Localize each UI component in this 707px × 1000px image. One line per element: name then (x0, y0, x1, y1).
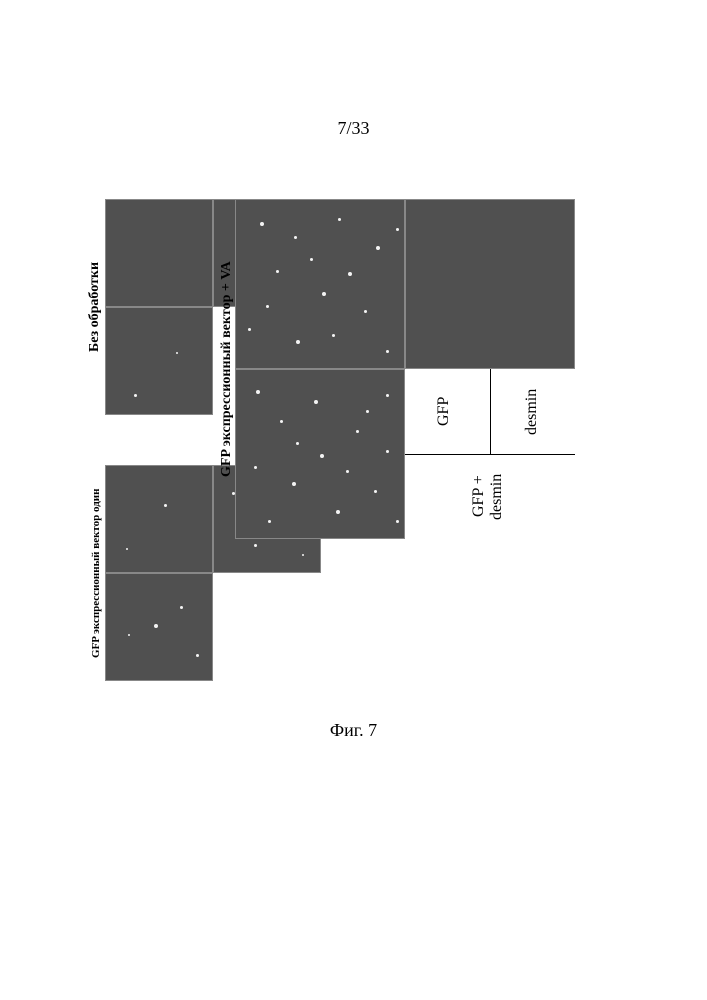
panel-untreated-gfp (105, 199, 213, 307)
signal-dot (294, 236, 297, 239)
signal-dot (296, 340, 300, 344)
signal-dot (280, 420, 283, 423)
signal-dot (396, 228, 399, 231)
signal-dot (128, 634, 130, 636)
signal-dot (386, 350, 389, 353)
signal-dot (256, 390, 260, 394)
panel-vecalone-gfp (105, 465, 213, 573)
signal-dot (164, 504, 167, 507)
signal-dot (260, 222, 264, 226)
legend-desmin: desmin (523, 379, 541, 444)
signal-dot (292, 482, 296, 486)
panel-vecalone-merge (105, 573, 213, 681)
signal-dot (314, 400, 318, 404)
page-number: 7/33 (0, 118, 707, 139)
panel-va-merge (235, 369, 405, 539)
signal-dot (346, 470, 349, 473)
signal-dot (356, 430, 359, 433)
signal-dot (196, 654, 199, 657)
signal-dot (338, 218, 341, 221)
signal-dot (254, 466, 257, 469)
legend-gfp: GFP (435, 384, 453, 439)
signal-dot (332, 334, 335, 337)
signal-dot (364, 310, 367, 313)
label-untreated: Без обработки (87, 199, 103, 415)
panel-untreated-merge (105, 307, 213, 415)
signal-dot (302, 554, 304, 556)
label-vector-va: GFP экспрессионный вектор + VA (219, 199, 235, 539)
signal-dot (386, 450, 389, 453)
legend-divider-h (405, 454, 575, 455)
legend-merge: GFP + desmin (470, 464, 506, 529)
signal-dot (248, 328, 251, 331)
signal-dot (348, 272, 352, 276)
legend-key: GFP desmin GFP + desmin (405, 369, 575, 539)
figure-7: Без обработки GFP экспрессионный вектор … (105, 185, 585, 710)
signal-dot (176, 352, 178, 354)
signal-dot (374, 490, 377, 493)
legend-divider-v (490, 369, 491, 454)
signal-dot (154, 624, 158, 628)
signal-dot (134, 394, 137, 397)
signal-dot (180, 606, 183, 609)
panel-va-desmin (405, 199, 575, 369)
signal-dot (276, 270, 279, 273)
signal-dot (366, 410, 369, 413)
signal-dot (386, 394, 389, 397)
signal-dot (254, 544, 257, 547)
signal-dot (376, 246, 380, 250)
signal-dot (126, 548, 128, 550)
panel-va-gfp (235, 199, 405, 369)
figure-caption: Фиг. 7 (0, 720, 707, 741)
signal-dot (396, 520, 399, 523)
signal-dot (320, 454, 324, 458)
signal-dot (266, 305, 269, 308)
signal-dot (336, 510, 340, 514)
signal-dot (310, 258, 313, 261)
signal-dot (268, 520, 271, 523)
label-vector-alone: GFP экспрессионный вектор один (90, 465, 102, 681)
signal-dot (322, 292, 326, 296)
signal-dot (296, 442, 299, 445)
